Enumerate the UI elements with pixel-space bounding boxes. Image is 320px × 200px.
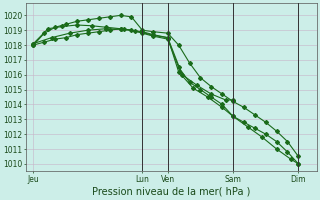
X-axis label: Pression niveau de la mer( hPa ): Pression niveau de la mer( hPa )	[92, 187, 251, 197]
